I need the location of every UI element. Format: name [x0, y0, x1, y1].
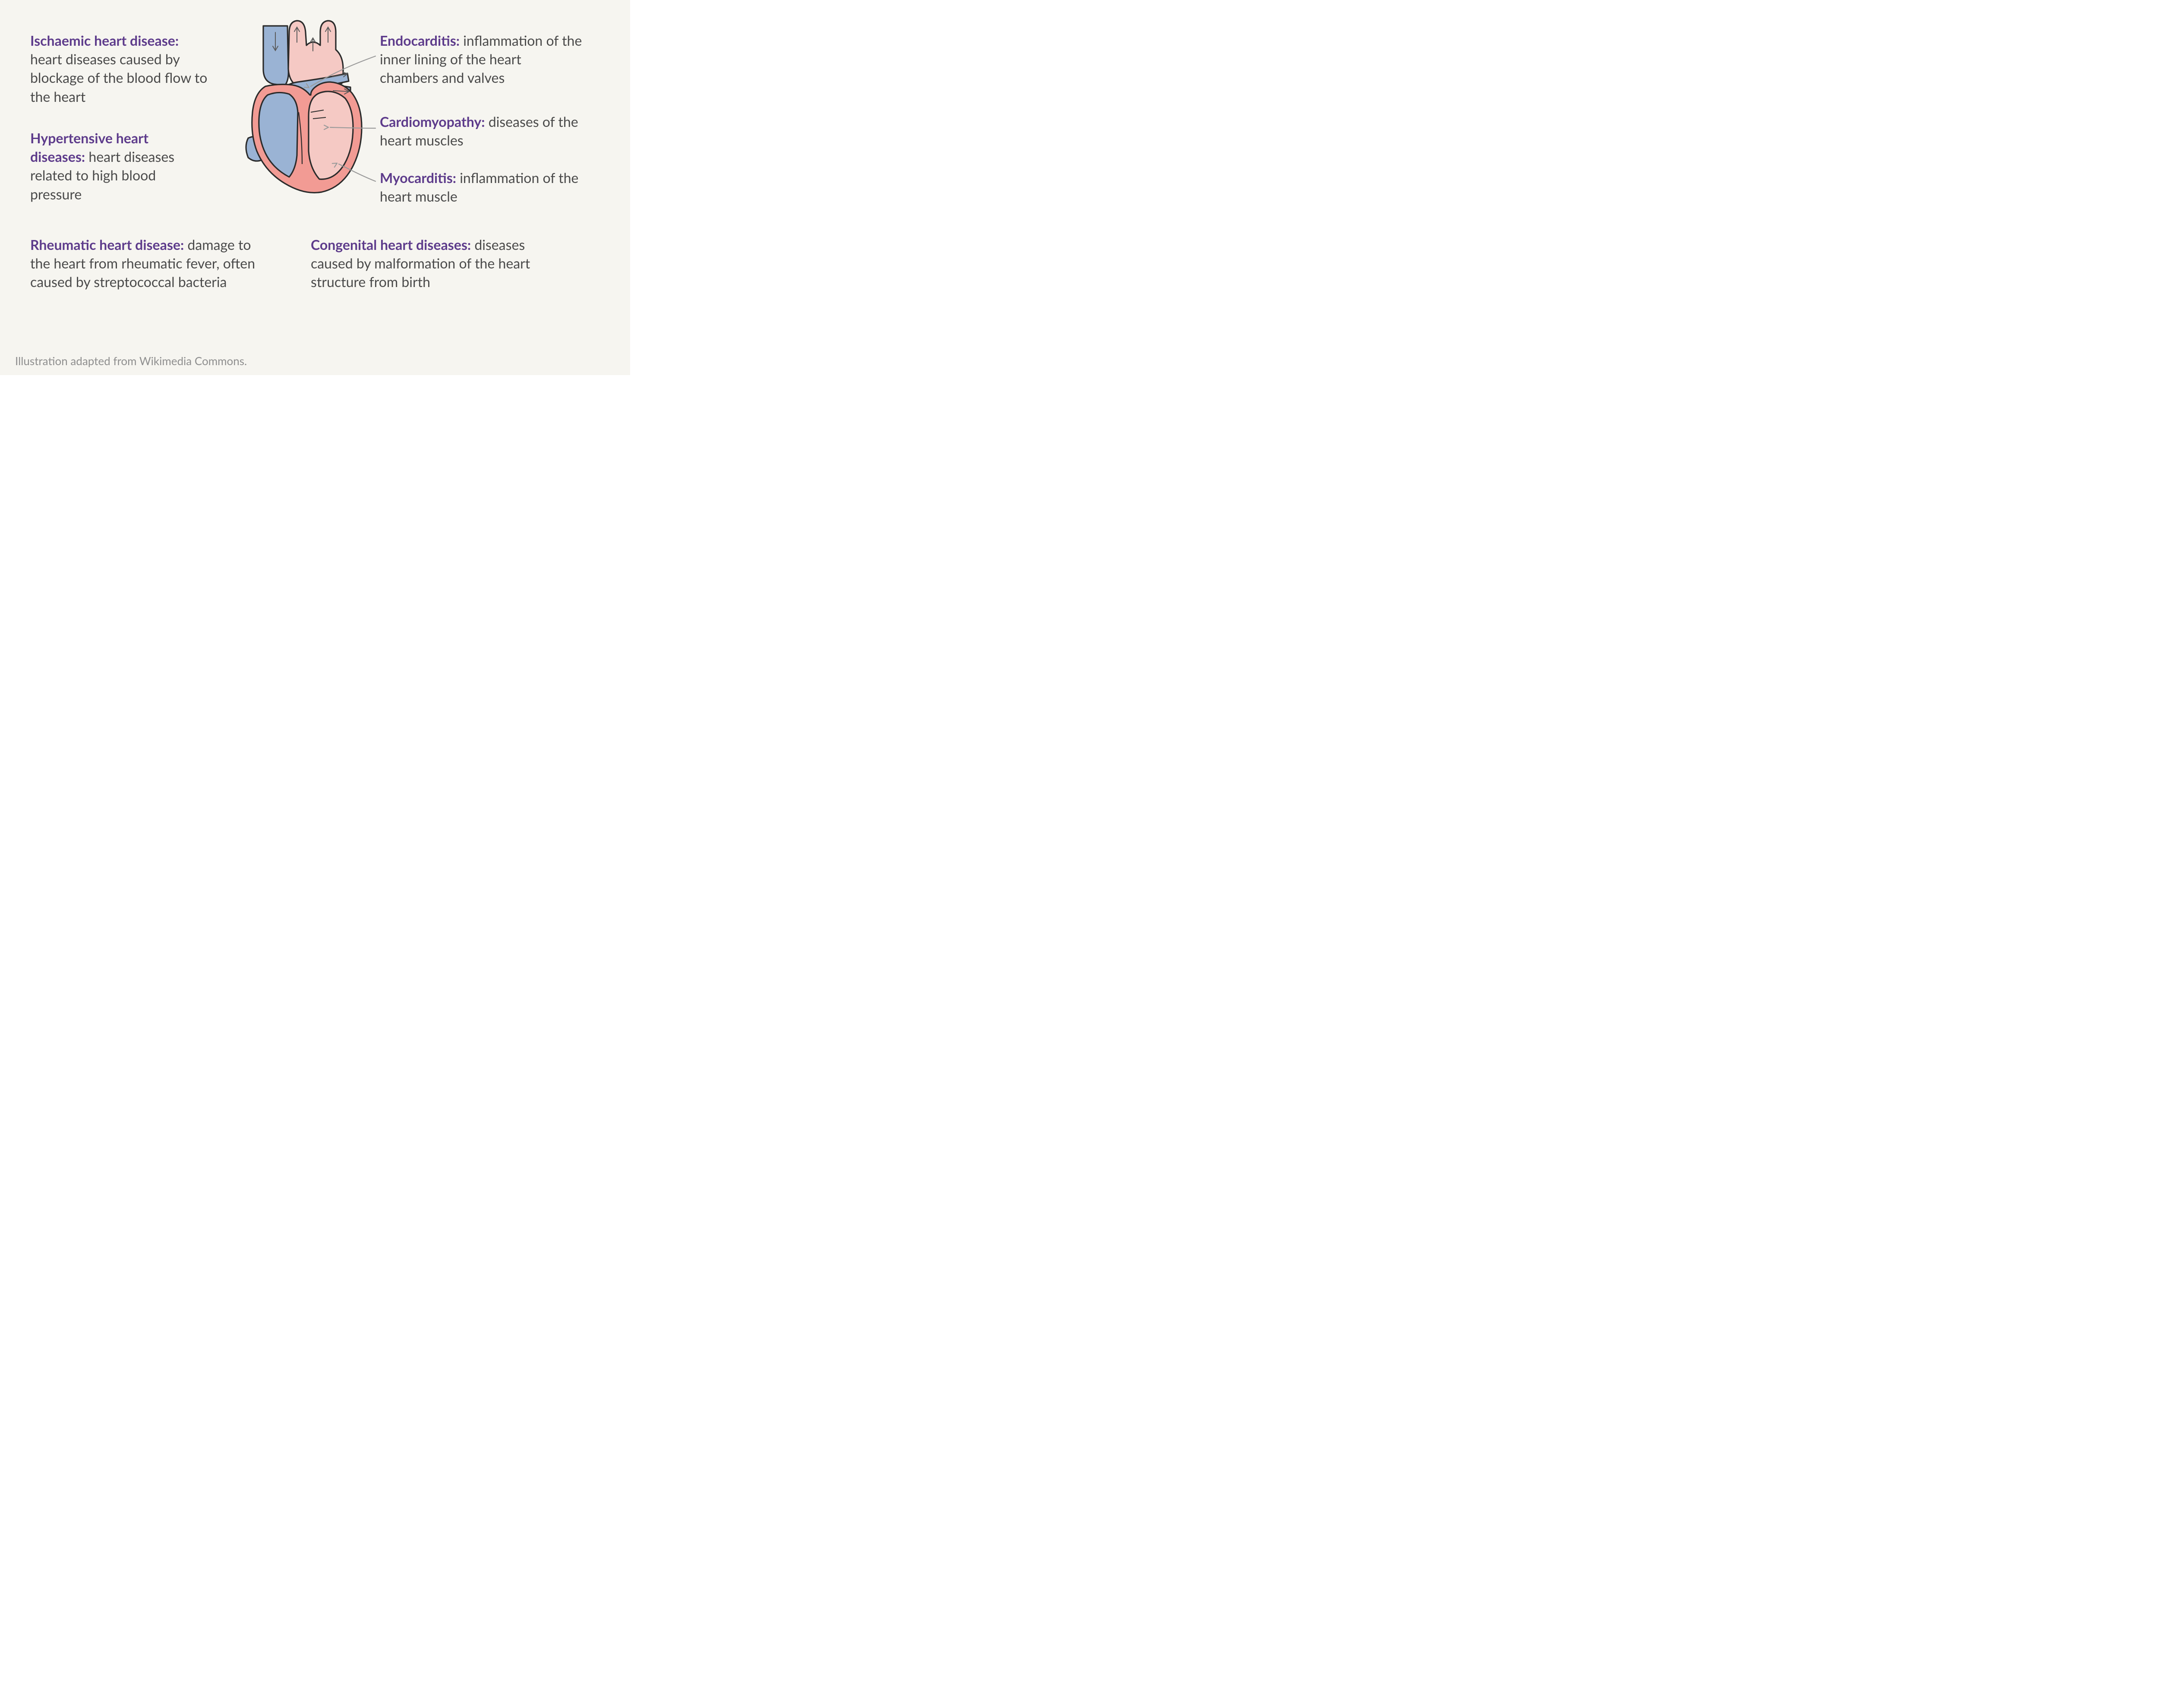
- infographic-canvas: Ischaemic heart disease: heart diseases …: [0, 0, 630, 375]
- congenital-block: Congenital heart diseases: diseases caus…: [311, 235, 561, 291]
- cardiomyopathy-term: Cardiomyopathy:: [380, 113, 485, 130]
- heart-illustration: [224, 9, 371, 199]
- rheumatic-term: Rheumatic heart disease:: [30, 236, 184, 253]
- endocarditis-term: Endocarditis:: [380, 32, 460, 49]
- myocarditis-block: Myocarditis: inflammation of the heart m…: [380, 168, 583, 205]
- myocarditis-term: Myocarditis:: [380, 169, 456, 186]
- ischaemic-desc: heart diseases caused by blockage of the…: [30, 51, 207, 104]
- congenital-term: Congenital heart diseases:: [311, 236, 471, 253]
- rheumatic-block: Rheumatic heart disease: damage to the h…: [30, 235, 263, 291]
- endocarditis-block: Endocarditis: inflammation of the inner …: [380, 31, 583, 87]
- cardiomyopathy-block: Cardiomyopathy: diseases of the heart mu…: [380, 112, 583, 149]
- ischaemic-term: Ischaemic heart disease:: [30, 32, 179, 49]
- attribution-footer: Illustration adapted from Wikimedia Comm…: [15, 354, 247, 368]
- ischaemic-block: Ischaemic heart disease: heart diseases …: [30, 31, 211, 106]
- hypertensive-block: Hypertensive heart diseases: heart disea…: [30, 129, 203, 203]
